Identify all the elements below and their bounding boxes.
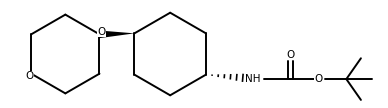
Text: O: O — [97, 27, 106, 37]
Text: O: O — [314, 74, 322, 84]
Text: O: O — [25, 71, 33, 81]
Polygon shape — [99, 30, 134, 38]
Text: O: O — [286, 50, 294, 60]
Text: NH: NH — [245, 74, 261, 84]
